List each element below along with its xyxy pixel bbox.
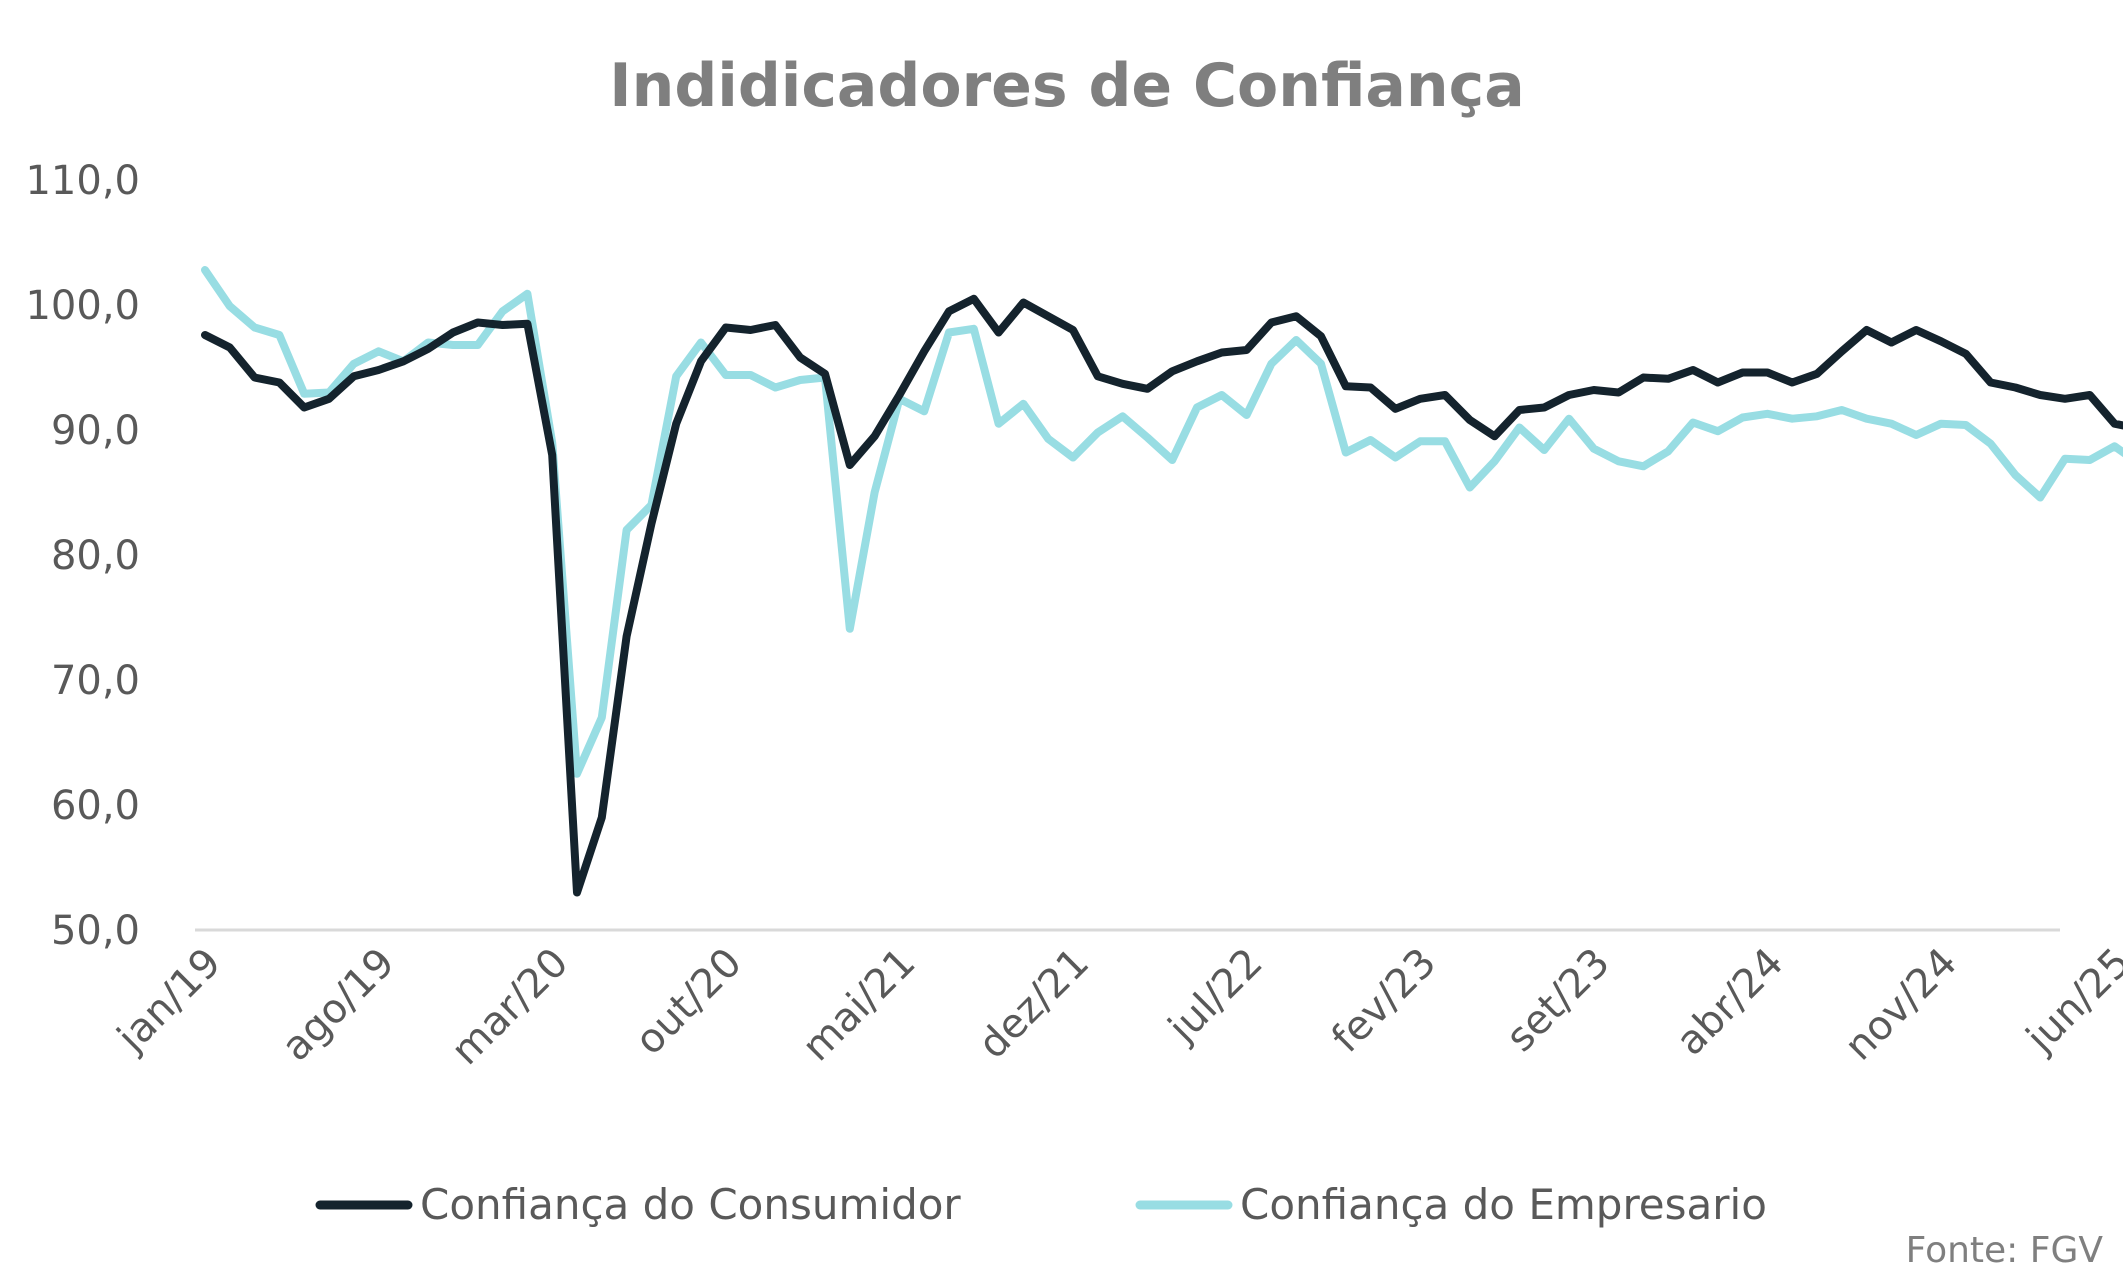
- chart-title: Indidicadores de Confiança: [609, 51, 1524, 121]
- x-tick-label: jul/22: [1159, 940, 1271, 1052]
- series-lines: [201, 266, 2123, 897]
- x-tick-label: abr/24: [1668, 940, 1793, 1065]
- x-tick-label: jun/25: [2017, 940, 2123, 1062]
- series-line-empresario: [201, 266, 2123, 778]
- y-tick-label: 80,0: [51, 533, 140, 579]
- y-tick-label: 60,0: [51, 783, 140, 829]
- legend-label: Confiança do Consumidor: [420, 1180, 961, 1229]
- y-tick-label: 100,0: [25, 283, 140, 329]
- y-tick-label: 70,0: [51, 658, 140, 704]
- y-tick-label: 50,0: [51, 908, 140, 954]
- series-line-consumidor: [201, 294, 2123, 897]
- x-tick-label: fev/23: [1323, 940, 1445, 1062]
- x-tick-label: jan/19: [108, 940, 230, 1062]
- x-axis: jan/19 ago/19 mar/20 out/20 mai/21 dez/21 jul/…: [108, 940, 2123, 1075]
- y-tick-label: 110,0: [25, 158, 140, 204]
- x-tick-label: out/20: [626, 940, 750, 1064]
- y-tick-label: 90,0: [51, 408, 140, 454]
- legend: Confiança do Consumidor Confiança do Empr…: [315, 1180, 1767, 1229]
- source-note: Fonte: FGV: [1906, 1230, 2104, 1271]
- legend-label: Confiança do Empresario: [1240, 1180, 1767, 1229]
- x-tick-label: dez/21: [970, 940, 1098, 1068]
- x-tick-label: mai/21: [794, 940, 925, 1071]
- x-tick-label: nov/24: [1836, 940, 1966, 1070]
- x-tick-label: ago/19: [273, 940, 404, 1071]
- x-tick-label: mar/20: [443, 940, 578, 1075]
- y-axis: 110,0 100,0 90,0 80,0 70,0 60,0 50,0: [25, 158, 140, 954]
- x-tick-label: set/23: [1498, 940, 1619, 1061]
